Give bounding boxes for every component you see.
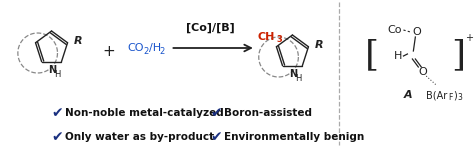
Text: R: R	[314, 40, 323, 50]
Text: Boron-assisted: Boron-assisted	[224, 108, 312, 118]
Text: 2: 2	[160, 46, 165, 55]
Text: Co: Co	[387, 25, 402, 35]
Text: H: H	[55, 70, 61, 79]
Text: F: F	[448, 93, 453, 102]
Text: +: +	[103, 44, 115, 60]
Text: ]: ]	[451, 38, 465, 72]
Text: 3: 3	[457, 93, 462, 102]
Text: 2: 2	[144, 46, 149, 55]
Text: CO: CO	[127, 43, 144, 53]
Text: Only water as by-product: Only water as by-product	[65, 132, 215, 142]
Text: Environmentally benign: Environmentally benign	[224, 132, 365, 142]
Text: CH: CH	[257, 32, 274, 42]
Text: O: O	[412, 27, 421, 37]
Text: +: +	[465, 33, 473, 43]
Text: N: N	[48, 65, 56, 75]
Text: ✔: ✔	[210, 106, 222, 120]
Text: ✔: ✔	[52, 130, 64, 144]
Text: ): )	[453, 90, 457, 100]
Text: ✔: ✔	[210, 130, 222, 144]
Text: /H: /H	[149, 43, 161, 53]
Text: H: H	[394, 51, 403, 61]
Text: [Co]/[B]: [Co]/[B]	[186, 23, 235, 33]
Text: Non-noble metal-catalyzed: Non-noble metal-catalyzed	[65, 108, 224, 118]
Text: ✔: ✔	[52, 106, 64, 120]
Text: [: [	[365, 38, 379, 72]
Text: 3: 3	[276, 35, 282, 44]
Text: H: H	[295, 74, 301, 83]
Text: A: A	[404, 90, 413, 100]
Text: R: R	[73, 36, 82, 46]
Text: N: N	[289, 69, 298, 79]
Text: O: O	[418, 67, 427, 77]
Text: B(Ar: B(Ar	[426, 90, 447, 100]
